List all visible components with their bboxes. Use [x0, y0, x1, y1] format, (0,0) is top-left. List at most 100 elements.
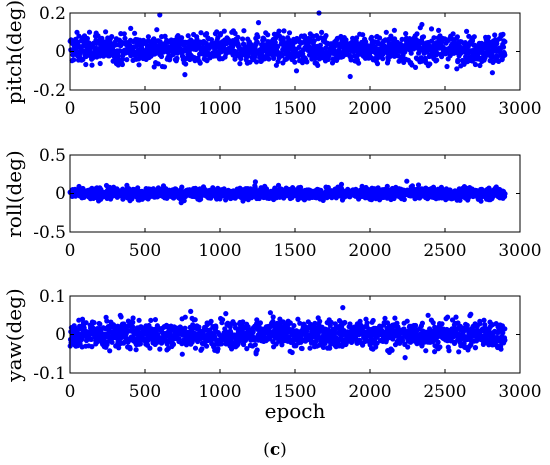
yaw-point	[147, 345, 153, 351]
pitch-point	[136, 62, 142, 68]
pitch-point	[253, 59, 260, 65]
pitch-point	[408, 50, 414, 56]
pitch-point	[477, 62, 483, 69]
yaw-point	[252, 342, 258, 348]
pitch-point	[431, 35, 437, 41]
roll-ytick-2: -0.5	[33, 223, 66, 243]
roll-point	[338, 181, 345, 187]
yaw-point	[298, 331, 304, 338]
yaw-point	[468, 311, 474, 317]
yaw-point	[327, 345, 333, 351]
yaw-point	[277, 316, 283, 322]
pitch-point	[119, 61, 125, 68]
pitch-point	[74, 39, 80, 45]
pitch-point	[431, 54, 437, 60]
yaw-point	[157, 346, 163, 352]
roll-point	[268, 194, 274, 200]
pitch-point	[350, 35, 356, 41]
pitch-xtick-2: 1000	[198, 99, 241, 119]
pitch-point	[380, 56, 386, 62]
pitch-point	[271, 55, 277, 62]
yaw-point	[91, 320, 97, 326]
roll-point	[160, 183, 167, 189]
pitch-point	[182, 72, 188, 78]
pitch-point	[500, 44, 507, 50]
pitch-point	[349, 39, 355, 46]
yaw-point	[220, 317, 226, 323]
roll-ylabel: roll(deg)	[2, 150, 26, 237]
caption-letter: c	[270, 440, 280, 460]
pitch-point	[241, 28, 247, 34]
pitch-point	[416, 50, 422, 56]
pitch-point	[197, 60, 203, 66]
pitch-point	[292, 59, 298, 65]
yaw-point	[364, 320, 370, 326]
pitch-point	[179, 35, 185, 41]
yaw-point	[127, 346, 133, 352]
pitch-point	[86, 29, 93, 35]
pitch-point	[97, 60, 103, 67]
pitch-point	[403, 30, 409, 37]
pitch-point	[89, 62, 95, 68]
pitch-ticks	[69, 12, 521, 91]
roll-point	[179, 184, 185, 190]
pitch-point	[120, 56, 126, 62]
yaw-point	[205, 335, 212, 341]
roll-point	[490, 189, 496, 195]
pitch-point	[296, 44, 302, 51]
yaw-point	[456, 349, 462, 355]
roll-xtick-4: 2000	[348, 241, 391, 261]
pitch-point	[276, 28, 282, 34]
roll-point	[443, 197, 449, 203]
pitch-ytick-2: -0.2	[33, 81, 66, 101]
yaw-point	[405, 344, 411, 350]
roll-point	[424, 190, 430, 196]
yaw-point	[219, 341, 225, 347]
pitch-point	[240, 36, 246, 42]
yaw-point	[465, 347, 471, 353]
pitch-point	[161, 64, 168, 70]
roll-xtick-0: 0	[65, 241, 76, 261]
roll-xtick-3: 1500	[273, 241, 316, 261]
pitch-point	[356, 60, 362, 66]
roll-ytick-0: 0.5	[39, 146, 66, 166]
yaw-point	[382, 315, 388, 321]
roll-point	[370, 187, 376, 193]
pitch-point	[471, 34, 477, 40]
pitch-xtick-5: 2500	[423, 99, 466, 119]
pitch-point	[214, 29, 220, 35]
pitch-point	[183, 61, 189, 67]
roll-point	[474, 194, 480, 200]
yaw-point	[80, 320, 86, 326]
yaw-point	[99, 339, 105, 345]
yaw-point	[164, 347, 170, 353]
yaw-point	[357, 339, 363, 345]
yaw-point	[270, 314, 276, 320]
pitch-point	[377, 35, 383, 41]
pitch-point	[234, 41, 240, 47]
pitch-point	[369, 34, 375, 40]
pitch-point	[174, 55, 180, 62]
yaw-point	[446, 348, 452, 354]
pitch-point	[489, 70, 495, 76]
pitch-point	[92, 33, 99, 39]
yaw-point	[317, 318, 323, 324]
pitch-point	[436, 27, 442, 33]
pitch-point	[476, 55, 482, 61]
pitch-point	[265, 32, 271, 38]
roll-point	[298, 184, 304, 190]
roll-point	[130, 189, 136, 195]
yaw-xtick-1: 500	[129, 382, 161, 402]
yaw-point	[472, 345, 479, 351]
pitch-point	[311, 38, 317, 44]
yaw-point	[152, 317, 158, 323]
pitch-point	[145, 34, 151, 40]
roll-xtick-1: 500	[129, 241, 161, 261]
pitch-point	[198, 30, 204, 36]
yaw-point	[107, 348, 113, 354]
pitch-point	[121, 31, 127, 37]
pitch-point	[420, 34, 427, 40]
pitch-point	[472, 61, 478, 68]
pitch-point	[398, 45, 405, 51]
pitch-ylabel: pitch(deg)	[2, 0, 26, 104]
